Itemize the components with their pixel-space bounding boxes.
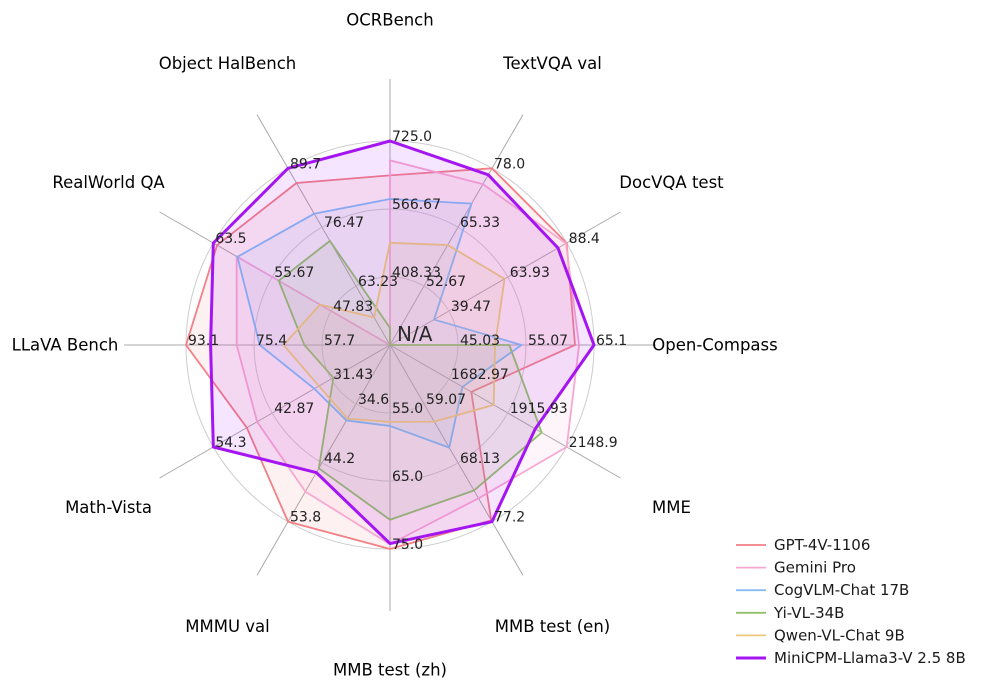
legend-item: CogVLM-Chat 17B <box>736 581 909 599</box>
grid-spoke <box>159 344 391 479</box>
axis-label-mme: MME <box>652 498 691 517</box>
tick-label: 78.0 <box>494 156 525 172</box>
tick-label: 63.93 <box>510 265 550 281</box>
tick-label: 57.7 <box>324 333 355 349</box>
axis-label-open-compass: Open-Compass <box>652 336 778 355</box>
legend: GPT-4V-1106 Gemini Pro CogVLM-Chat 17B Yi-V… <box>736 536 966 667</box>
series-polygons <box>185 139 596 550</box>
legend-item: MiniCPM-Llama3-V 2.5 8B <box>736 649 966 667</box>
tick-label: 39.47 <box>451 299 491 315</box>
tick-label: 65.0 <box>392 469 423 485</box>
tick-label: 89.7 <box>290 156 321 172</box>
tick-label: 53.8 <box>290 510 321 526</box>
series-minicpm-llama3-v-2-5-8b <box>209 139 596 546</box>
tick-label: 75.4 <box>256 333 287 349</box>
tick-label: 34.6 <box>358 392 389 408</box>
axis-label-ocrbench: OCRBench <box>346 11 433 30</box>
grid-spoke <box>389 344 524 576</box>
grid-spoke <box>389 344 621 479</box>
tick-label: 52.67 <box>426 274 466 290</box>
axis-label-object-halbench: Object HalBench <box>159 54 297 73</box>
tick-label: 65.1 <box>596 333 627 349</box>
tick-label: 93.1 <box>188 333 219 349</box>
grid-spoke <box>256 344 391 576</box>
axis-label-mmmu-val: MMMU val <box>185 617 270 636</box>
tick-label: 76.47 <box>324 215 364 231</box>
legend-label: GPT-4V-1106 <box>774 536 870 554</box>
tick-label: 44.2 <box>324 451 355 467</box>
axis-label-mmb-test-en-: MMB test (en) <box>495 617 610 636</box>
legend-label: Qwen-VL-Chat 9B <box>774 626 905 644</box>
tick-label: 42.87 <box>274 401 314 417</box>
tick-label: 31.43 <box>333 367 373 383</box>
axis-label-textvqa-val: TextVQA val <box>502 54 602 73</box>
axis-label-realworld-qa: RealWorld QA <box>52 173 165 192</box>
tick-label: 55.0 <box>392 401 423 417</box>
axis-label-mmb-test-zh-: MMB test (zh) <box>333 661 447 680</box>
tick-label: 725.0 <box>392 129 432 145</box>
tick-label: 2148.9 <box>569 435 618 451</box>
legend-item: Gemini Pro <box>736 559 856 577</box>
axis-label-docvqa-test: DocVQA test <box>619 173 724 192</box>
tick-label: 77.2 <box>494 510 525 526</box>
tick-label: 63.5 <box>215 231 246 247</box>
tick-label: 88.4 <box>569 231 600 247</box>
axis-labels: OCRBench TextVQA val DocVQA test Open-Compa… <box>12 11 778 680</box>
tick-labels: 725.0 566.67 408.33 78.0 65.33 52.67 88.4 63.93… <box>188 129 627 553</box>
legend-label: CogVLM-Chat 17B <box>774 581 909 599</box>
tick-label: 63.23 <box>358 274 398 290</box>
series-cogvlm-chat-17b <box>236 198 523 449</box>
grid-spoke <box>389 114 524 346</box>
series-qwen-vl-chat-9b <box>282 241 506 423</box>
grid-spoke <box>256 114 391 346</box>
legend-label: MiniCPM-Llama3-V 2.5 8B <box>774 649 966 667</box>
tick-label: 75.0 <box>392 537 423 553</box>
tick-label: 408.33 <box>392 265 441 281</box>
legend-item: GPT-4V-1106 <box>736 536 870 554</box>
center-na-label: N/A <box>397 322 433 346</box>
tick-label: 54.3 <box>215 435 246 451</box>
tick-label: 55.67 <box>274 265 314 281</box>
tick-label: 68.13 <box>460 451 500 467</box>
tick-label: 59.07 <box>426 392 466 408</box>
tick-label: 47.83 <box>333 299 373 315</box>
axis-label-math-vista: Math-Vista <box>65 498 152 517</box>
tick-label: 1915.93 <box>510 401 568 417</box>
legend-label: Gemini Pro <box>774 559 856 577</box>
tick-label: 566.67 <box>392 197 441 213</box>
legend-item: Qwen-VL-Chat 9B <box>736 626 905 644</box>
tick-label: 55.07 <box>528 333 568 349</box>
legend-label: Yi-VL-34B <box>773 604 844 622</box>
axis-label-llava-bench: LLaVA Bench <box>12 336 119 355</box>
tick-label: 65.33 <box>460 215 500 231</box>
tick-label: 45.03 <box>460 333 500 349</box>
tick-label: 1682.97 <box>451 367 509 383</box>
legend-item: Yi-VL-34B <box>736 604 844 622</box>
